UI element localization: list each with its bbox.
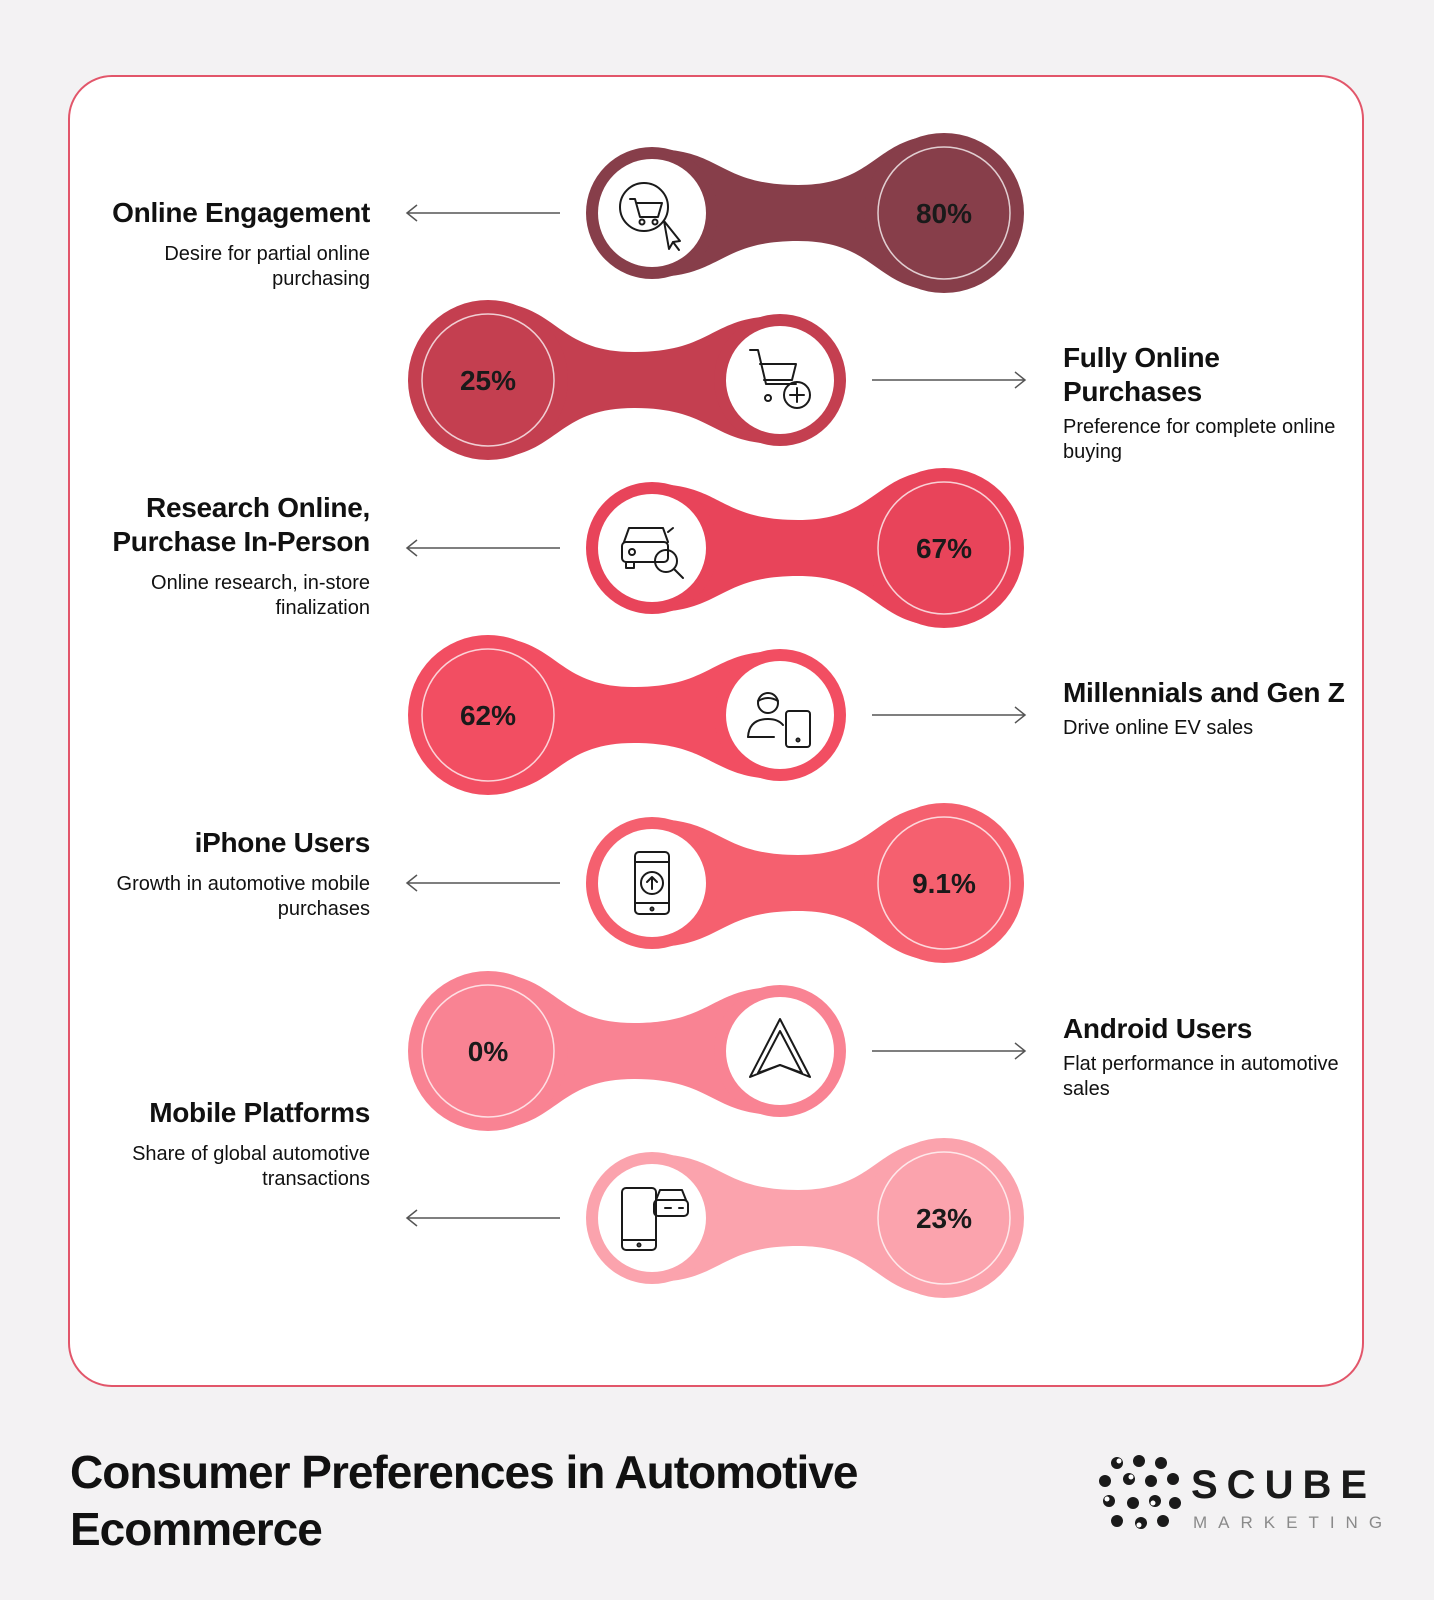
connector-band <box>488 637 780 793</box>
row-dumbbell: 0% <box>408 971 1027 1131</box>
row-title: Millennials and Gen Z <box>1063 677 1345 708</box>
arrow-icon <box>405 204 560 222</box>
value-circle <box>864 468 1024 628</box>
row-label: Online Engagement Desire for partial onli… <box>70 196 370 292</box>
arrow-icon <box>405 539 560 557</box>
row-label: Millennials and Gen Z Drive online EV sal… <box>1063 676 1363 741</box>
row-title: Online Engagement <box>112 197 370 228</box>
page-title: Consumer Preferences in Automotive Ecomm… <box>70 1446 858 1555</box>
row-dumbbell: 25% <box>408 300 1027 460</box>
phone-car-icon <box>621 1187 689 1251</box>
connector-band <box>488 302 780 458</box>
percent-value: 80% <box>916 198 972 229</box>
value-circle <box>408 300 568 460</box>
value-circle-ring <box>421 313 555 447</box>
brand-name: SCUBE <box>1191 1463 1377 1507</box>
value-circle <box>864 1138 1024 1298</box>
row-title: Research Online, Purchase In-Person <box>112 492 370 557</box>
row-label: Android Users Flat performance in automot… <box>1063 1012 1363 1102</box>
row-title: Mobile Platforms <box>149 1097 370 1128</box>
percent-value: 9.1% <box>912 868 976 899</box>
value-circle-ring <box>877 1151 1011 1285</box>
row-description: Online research, in-store finalization <box>151 572 370 619</box>
row-description: Flat performance in automotive sales <box>1063 1053 1339 1100</box>
row-dumbbell: 23% <box>405 1138 1024 1298</box>
row-title: iPhone Users <box>194 827 371 858</box>
icon-circle <box>598 494 706 602</box>
row-label: Mobile Platforms Share of global automoti… <box>70 1096 370 1192</box>
row-label: Fully Online Purchases Preference for com… <box>1063 341 1363 465</box>
row-dumbbell: 80% <box>405 133 1024 293</box>
arrow-icon <box>405 1209 560 1227</box>
percent-value: 62% <box>460 700 516 731</box>
row-description: Share of global automotive transactions <box>132 1143 370 1190</box>
icon-circle <box>598 159 706 267</box>
cart-plus-icon <box>749 349 811 409</box>
percent-value: 25% <box>460 365 516 396</box>
connector-band <box>652 470 944 626</box>
value-circle <box>864 803 1024 963</box>
person-tablet-icon <box>747 692 811 748</box>
value-circle-ring <box>877 146 1011 280</box>
phone-upload-icon <box>634 851 670 915</box>
android-auto-icon <box>749 1018 811 1078</box>
connector-band <box>652 1140 944 1296</box>
value-circle <box>408 971 568 1131</box>
icon-circle <box>726 661 834 769</box>
row-description: Drive online EV sales <box>1063 717 1254 739</box>
value-circle-ring <box>421 984 555 1118</box>
car-search-icon <box>621 527 684 579</box>
arrow-icon <box>872 706 1027 724</box>
row-description: Preference for complete online buying <box>1063 416 1336 463</box>
connector-band <box>488 973 780 1129</box>
connector-band <box>652 805 944 961</box>
value-circle-ring <box>421 648 555 782</box>
row-dumbbell: 9.1% <box>405 803 1024 963</box>
row-description: Growth in automotive mobile purchases <box>116 873 370 920</box>
row-label: Research Online, Purchase In-Person Onlin… <box>70 491 370 621</box>
row-label: iPhone Users Growth in automotive mobile … <box>70 826 371 922</box>
cart-cursor-icon <box>619 182 681 251</box>
scube-logo-icon <box>1099 1455 1181 1529</box>
icon-circle <box>598 1164 706 1272</box>
connector-band <box>652 135 944 291</box>
row-title: Android Users <box>1063 1013 1253 1044</box>
arrow-icon <box>872 1042 1027 1060</box>
percent-value: 0% <box>468 1036 509 1067</box>
row-description: Desire for partial online purchasing <box>164 243 370 290</box>
row-dumbbell: 62% <box>408 635 1027 795</box>
value-circle-ring <box>877 816 1011 950</box>
arrow-icon <box>405 874 560 892</box>
value-circle <box>864 133 1024 293</box>
icon-circle <box>726 997 834 1105</box>
value-circle <box>408 635 568 795</box>
row-title: Fully Online Purchases <box>1063 342 1220 407</box>
value-circle-ring <box>877 481 1011 615</box>
brand-logo: SCUBE MARKETING <box>1095 1455 1385 1535</box>
row-dumbbell: 67% <box>405 468 1024 628</box>
brand-subtitle: MARKETING <box>1193 1513 1394 1532</box>
percent-value: 23% <box>916 1203 972 1234</box>
arrow-icon <box>872 371 1027 389</box>
percent-value: 67% <box>916 533 972 564</box>
